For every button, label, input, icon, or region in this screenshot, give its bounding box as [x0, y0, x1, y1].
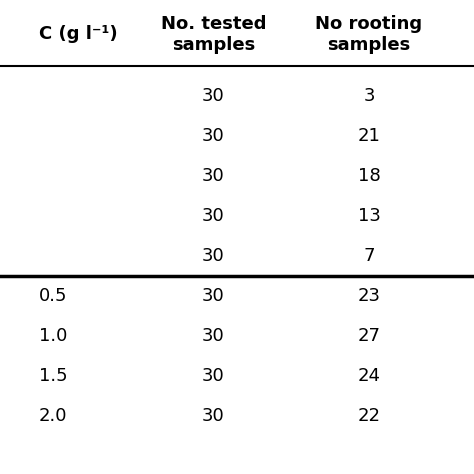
Text: 30: 30 — [202, 207, 225, 225]
Text: 23: 23 — [357, 287, 381, 305]
Text: No. tested
samples: No. tested samples — [161, 15, 266, 54]
Text: 1.5: 1.5 — [39, 367, 68, 385]
Text: 30: 30 — [202, 247, 225, 265]
Text: 30: 30 — [202, 287, 225, 305]
Text: 18: 18 — [357, 167, 380, 185]
Text: 3: 3 — [363, 87, 374, 105]
Text: 30: 30 — [202, 367, 225, 385]
Text: 2.0: 2.0 — [39, 407, 68, 425]
Text: 1.0: 1.0 — [39, 327, 67, 345]
Text: C (g l⁻¹): C (g l⁻¹) — [39, 26, 118, 44]
Text: 22: 22 — [357, 407, 381, 425]
Text: 30: 30 — [202, 167, 225, 185]
Text: 21: 21 — [357, 127, 380, 145]
Text: No rooting
samples: No rooting samples — [315, 15, 422, 54]
Text: 24: 24 — [357, 367, 381, 385]
Text: 30: 30 — [202, 127, 225, 145]
Text: 27: 27 — [357, 327, 381, 345]
Text: 30: 30 — [202, 407, 225, 425]
Text: 30: 30 — [202, 87, 225, 105]
Text: 7: 7 — [363, 247, 374, 265]
Text: 13: 13 — [357, 207, 380, 225]
Text: 0.5: 0.5 — [39, 287, 68, 305]
Text: 30: 30 — [202, 327, 225, 345]
